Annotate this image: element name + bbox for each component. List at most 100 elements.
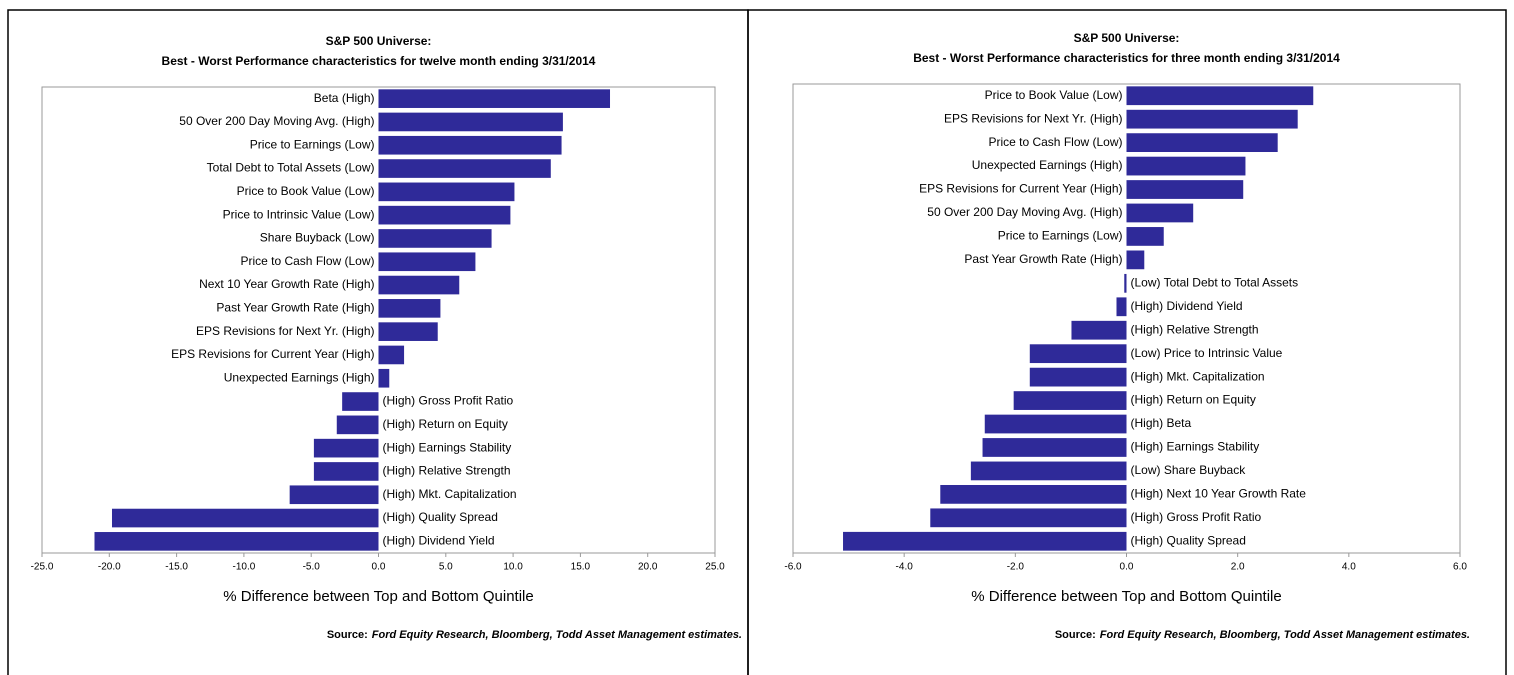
bar [94, 532, 379, 551]
bar [1013, 391, 1127, 410]
bar [1126, 250, 1145, 270]
bar [378, 229, 492, 248]
bar [1126, 227, 1164, 246]
chart-title: S&P 500 Universe: [1074, 31, 1180, 45]
bar [1029, 367, 1127, 387]
source-note: Source: Ford Equity Research, Bloomberg, … [327, 629, 742, 641]
bar [378, 135, 562, 155]
category-label: EPS Revisions for Next Yr. (High) [196, 324, 375, 338]
x-tick-label: -10.0 [233, 562, 256, 573]
bar [1029, 344, 1127, 364]
category-label: (Low) Share Buyback [1131, 463, 1247, 477]
chart-subtitle: Best - Worst Performance characteristics… [162, 54, 596, 68]
bar [1126, 109, 1298, 129]
chart-title: S&P 500 Universe: [326, 34, 432, 48]
category-label: Share Buyback (Low) [260, 231, 375, 245]
category-label: Price to Book Value (Low) [237, 184, 375, 198]
category-label: 50 Over 200 Day Moving Avg. (High) [927, 205, 1122, 219]
bar [1124, 273, 1127, 293]
plot-frame [792, 83, 1461, 554]
bar [378, 275, 460, 295]
bar [336, 415, 379, 435]
bar [378, 112, 563, 132]
source-label: Source: [1055, 629, 1096, 641]
category-label: (High) Mkt. Capitalization [1131, 369, 1265, 383]
category-label: (High) Quality Spread [383, 510, 498, 524]
x-tick-label: -4.0 [896, 562, 914, 573]
category-label: Unexpected Earnings (High) [224, 370, 375, 384]
bar [289, 485, 379, 505]
category-label: Past Year Growth Rate (High) [964, 252, 1122, 266]
category-label: (High) Earnings Stability [1131, 440, 1260, 454]
category-label: Total Debt to Total Assets (Low) [207, 161, 375, 175]
category-label: (High) Quality Spread [1131, 533, 1246, 547]
bar [984, 414, 1127, 434]
category-label: Unexpected Earnings (High) [972, 158, 1123, 172]
category-label: (High) Return on Equity [1131, 393, 1256, 407]
category-label: (High) Relative Strength [1131, 322, 1259, 336]
category-label: EPS Revisions for Current Year (High) [171, 347, 374, 361]
bar [378, 182, 515, 202]
bar [378, 252, 476, 272]
bar [1116, 297, 1127, 317]
category-label: (High) Dividend Yield [383, 534, 495, 548]
source-label: Source: [327, 629, 368, 641]
category-label: (High) Gross Profit Ratio [1131, 510, 1262, 524]
bar [313, 462, 379, 481]
source-text: Ford Equity Research, Bloomberg, Todd As… [372, 629, 742, 641]
x-tick-label: 15.0 [571, 562, 591, 573]
category-label: Price to Intrinsic Value (Low) [223, 207, 375, 221]
x-tick-label: 25.0 [705, 562, 725, 573]
category-label: Past Year Growth Rate (High) [216, 301, 374, 315]
bar [1126, 180, 1244, 199]
bar [378, 345, 405, 365]
x-tick-label: 2.0 [1231, 562, 1245, 573]
x-tick-label: 0.0 [372, 562, 386, 573]
category-label: Next 10 Year Growth Rate (High) [199, 277, 374, 291]
category-label: Price to Earnings (Low) [998, 229, 1123, 243]
category-label: Beta (High) [314, 91, 375, 105]
x-tick-label: -20.0 [98, 562, 121, 573]
x-tick-label: -2.0 [1007, 562, 1025, 573]
category-label: (High) Mkt. Capitalization [383, 487, 517, 501]
x-tick-label: 20.0 [638, 562, 658, 573]
source-text: Ford Equity Research, Bloomberg, Todd As… [1100, 629, 1470, 641]
bar [378, 322, 438, 341]
source-note: Source: Ford Equity Research, Bloomberg, … [1055, 629, 1470, 641]
category-label: EPS Revisions for Current Year (High) [919, 182, 1122, 196]
panel-border [747, 9, 1507, 675]
x-tick-label: 4.0 [1342, 562, 1356, 573]
bar [930, 508, 1127, 528]
category-label: EPS Revisions for Next Yr. (High) [944, 111, 1123, 125]
bar [1071, 320, 1127, 340]
bar [378, 89, 611, 108]
x-tick-label: 10.0 [503, 562, 523, 573]
x-axis-label: % Difference between Top and Bottom Quin… [223, 588, 533, 605]
x-tick-label: -15.0 [165, 562, 188, 573]
bar [1126, 203, 1194, 223]
x-axis-label: % Difference between Top and Bottom Quin… [971, 588, 1281, 605]
bar [1126, 86, 1314, 106]
category-label: (High) Return on Equity [383, 417, 508, 431]
bar [970, 461, 1127, 481]
x-tick-label: 6.0 [1453, 562, 1467, 573]
bar [378, 205, 511, 225]
category-label: 50 Over 200 Day Moving Avg. (High) [179, 114, 374, 128]
bar [378, 299, 441, 318]
category-label: (Low) Price to Intrinsic Value [1131, 346, 1283, 360]
category-label: Price to Cash Flow (Low) [240, 254, 374, 268]
bar [313, 438, 379, 458]
bar [342, 392, 379, 411]
x-tick-label: -6.0 [784, 562, 802, 573]
category-label: (High) Next 10 Year Growth Rate [1131, 487, 1307, 501]
category-label: Price to Cash Flow (Low) [988, 135, 1122, 149]
x-tick-label: -25.0 [31, 562, 54, 573]
category-label: (High) Earnings Stability [383, 440, 512, 454]
bar [940, 484, 1127, 504]
bar [982, 438, 1127, 457]
x-tick-label: -5.0 [303, 562, 321, 573]
category-label: (High) Beta [1131, 416, 1192, 430]
bar [378, 368, 390, 388]
category-label: (High) Gross Profit Ratio [383, 394, 514, 408]
